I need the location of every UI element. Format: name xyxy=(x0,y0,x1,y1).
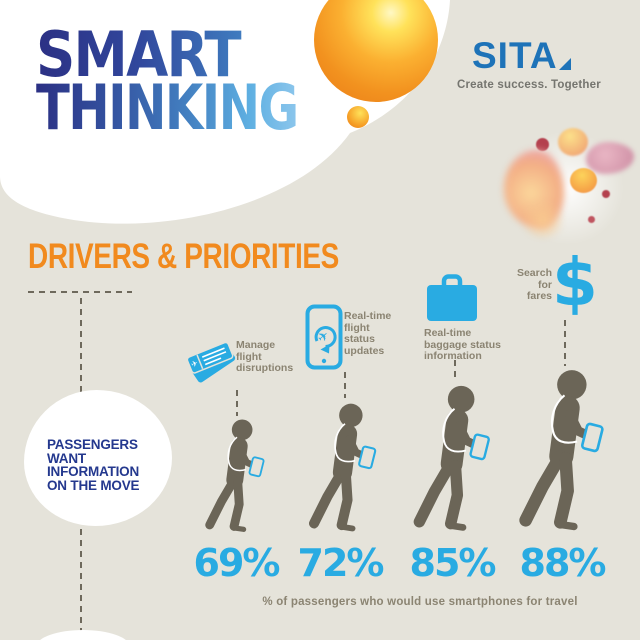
blob-red-dot xyxy=(536,138,549,151)
title-line-2: THINKING xyxy=(36,71,299,144)
walking-passenger-icon xyxy=(519,370,604,531)
label-line: status xyxy=(344,333,375,345)
blob-red-dot-tiny xyxy=(588,216,595,223)
blob-red-dot-small xyxy=(602,190,610,198)
connector-dash-2 xyxy=(344,372,346,398)
svg-text:✈: ✈ xyxy=(190,358,200,369)
decorative-blobs xyxy=(490,110,640,248)
sita-logo: SITA xyxy=(472,35,571,76)
baggage-icon xyxy=(427,274,477,321)
orange-sphere-decoration xyxy=(314,0,438,102)
connector-dash-1 xyxy=(236,390,238,416)
percent-value-3: 85% xyxy=(409,541,497,585)
callout-line: PASSENGERS xyxy=(47,437,138,452)
callout-line: INFORMATION xyxy=(47,464,140,479)
label-line: baggage status xyxy=(424,338,502,351)
label-line: disruptions xyxy=(236,362,294,374)
chart-caption: % of passengers who would use smartphone… xyxy=(262,596,578,608)
phone-flight-status-icon: ✈ xyxy=(305,304,343,370)
connector-dash-3 xyxy=(454,360,456,382)
page-title: SMART THINKING xyxy=(36,24,363,144)
column-label-3: Real-time baggage status information xyxy=(424,327,502,363)
label-line: fares xyxy=(526,290,552,302)
sita-logo-arrow-icon xyxy=(558,58,571,70)
walking-passenger-icon xyxy=(308,403,377,532)
dashed-line-horizontal xyxy=(28,291,132,293)
label-line: updates xyxy=(344,344,385,357)
blob-mauve xyxy=(586,142,634,174)
connector-dash-4 xyxy=(564,320,566,366)
title-line-1: SMART xyxy=(36,24,324,86)
column-label-4: Search for fares xyxy=(508,267,552,303)
small-orange-ball-decoration xyxy=(347,106,369,128)
column-label-1: Manage flight disruptions xyxy=(236,339,294,375)
blob-yellow-ball xyxy=(558,128,588,156)
label-line: Real-time xyxy=(424,327,472,339)
callout-text: PASSENGERS WANT INFORMATION ON THE MOVE xyxy=(47,437,140,493)
walking-passenger-icon xyxy=(205,419,265,532)
tickets-icon: ✈ xyxy=(186,341,236,383)
callout-line: ON THE MOVE xyxy=(47,477,140,493)
dollar-icon: $ xyxy=(552,244,598,321)
percent-value-4: 88% xyxy=(519,541,607,585)
sita-tagline: Create success. Together xyxy=(457,79,601,91)
label-line: Search xyxy=(516,267,552,279)
callout-line: WANT xyxy=(47,450,86,466)
label-line: Manage xyxy=(236,339,276,351)
sita-logo-text: SITA xyxy=(472,35,558,76)
percent-value-2: 72% xyxy=(297,541,385,585)
section-heading: DRIVERS & PRIORITIES xyxy=(28,237,339,276)
label-line: flight xyxy=(236,350,262,363)
label-line: information xyxy=(424,350,482,362)
blob-orange-ball xyxy=(570,168,597,193)
label-line: for xyxy=(538,278,552,291)
blob-soft-orange xyxy=(520,202,566,238)
percent-value-1: 69% xyxy=(193,541,281,585)
label-line: Real-time xyxy=(344,310,392,322)
bottom-white-shape xyxy=(36,630,130,640)
column-label-2: Real-time flight status updates xyxy=(344,310,392,357)
walking-passenger-icon xyxy=(413,385,490,531)
label-line: flight xyxy=(344,321,370,334)
callout-bubble: PASSENGERS WANT INFORMATION ON THE MOVE xyxy=(24,390,172,526)
